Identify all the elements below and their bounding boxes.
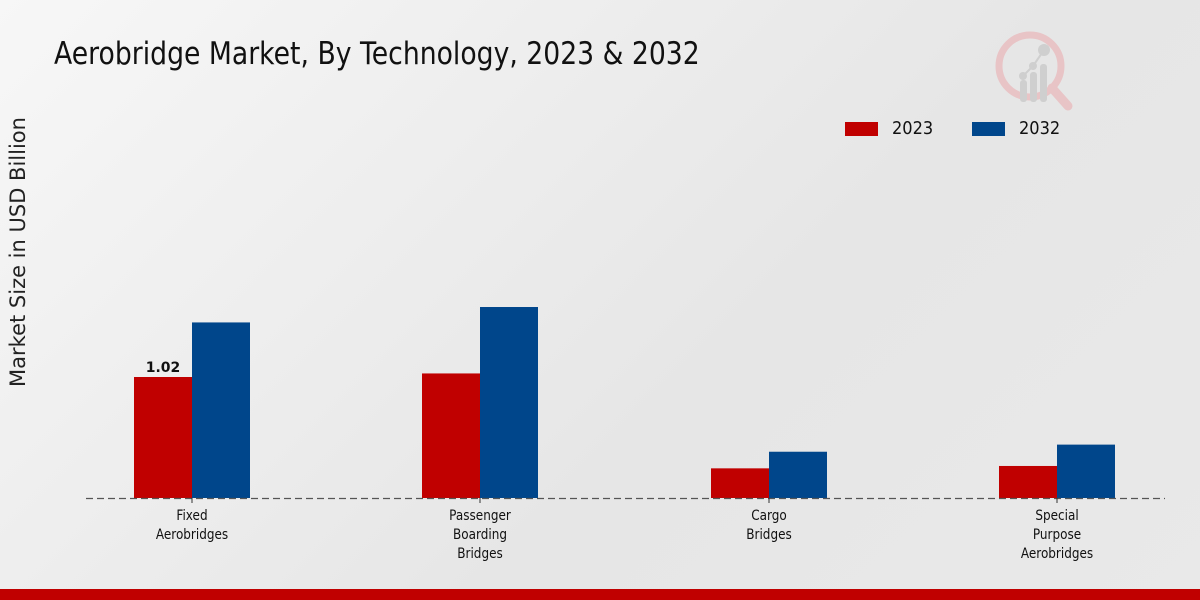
- bar-2032-2[interactable]: [769, 451, 827, 498]
- legend-swatch-2023: [845, 121, 878, 136]
- legend: 2023 2032: [845, 118, 1099, 139]
- chart-title: Aerobridge Market, By Technology, 2023 &…: [54, 36, 700, 72]
- analytics-magnifier-logo-icon: [995, 31, 1073, 111]
- bar-2023-0[interactable]: [134, 377, 192, 498]
- bar-2023-2[interactable]: [711, 468, 769, 498]
- legend-swatch-2032: [971, 121, 1005, 136]
- legend-item-2023[interactable]: 2023: [845, 118, 938, 139]
- x-tick-label-3: Special Purpose Aerobridges: [1021, 508, 1094, 562]
- bar-2032-1[interactable]: [480, 307, 538, 498]
- x-tick-label-2: Cargo Bridges: [746, 508, 792, 543]
- legend-item-2032[interactable]: 2032: [971, 118, 1065, 139]
- x-tick-label-1: Passenger Boarding Bridges: [449, 508, 511, 562]
- bar-2023-3[interactable]: [999, 465, 1057, 498]
- bar-2032-3[interactable]: [1057, 444, 1115, 498]
- data-label-0: 1.02: [146, 360, 181, 376]
- bar-2032-0[interactable]: [192, 322, 250, 498]
- bar-2023-1[interactable]: [422, 373, 480, 498]
- bottom-accent-bar: [0, 589, 1200, 600]
- x-tick-label-0: Fixed Aerobridges: [156, 508, 229, 543]
- legend-label-2023: 2023: [892, 118, 934, 139]
- legend-label-2032: 2032: [1018, 118, 1061, 139]
